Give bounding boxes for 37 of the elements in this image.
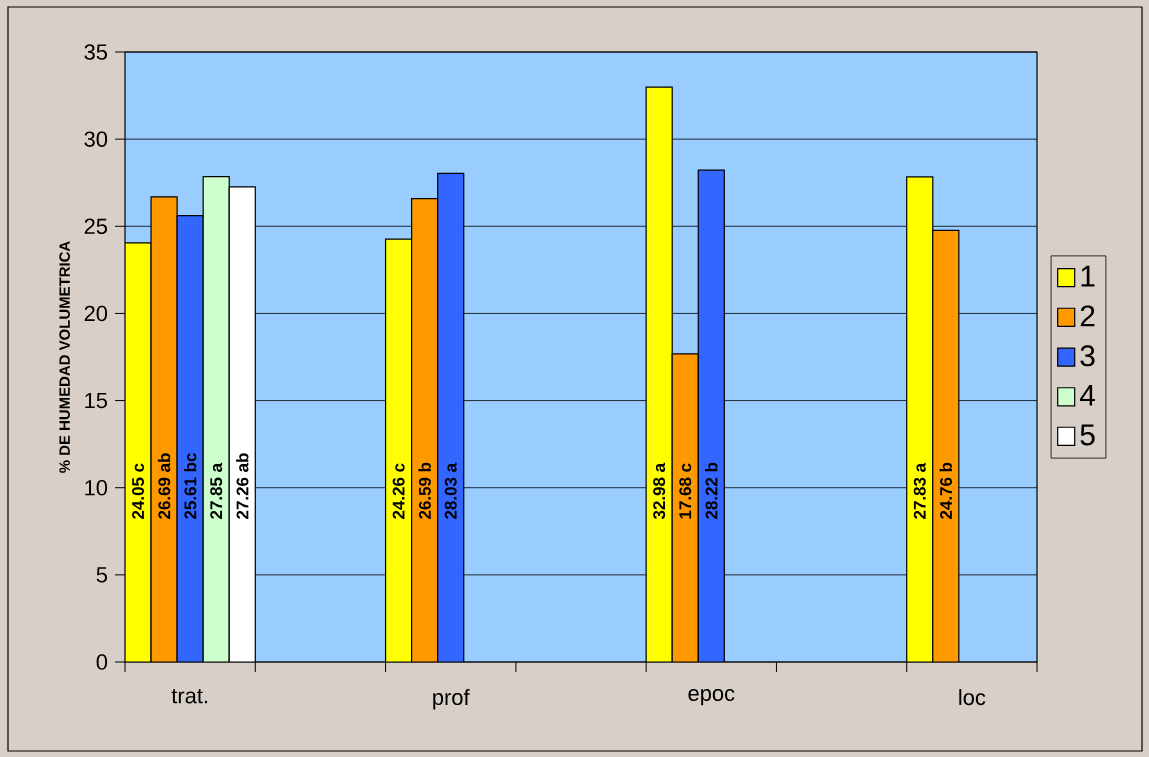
data-label: 27.85 a	[210, 462, 223, 519]
y-tick-label: 5	[96, 567, 108, 583]
data-label: 24.26 c	[392, 463, 405, 519]
bar	[437, 172, 465, 662]
y-tick-label: 30	[84, 131, 108, 147]
data-label: 26.59 b	[418, 462, 431, 519]
y-tick-label: 20	[84, 305, 108, 322]
data-label: 24.76 b	[939, 462, 953, 519]
y-axis-title: % DE HUMEDAD VOLUMETRICA	[59, 241, 70, 473]
x-tick-label: loc	[959, 689, 986, 706]
legend-label: 5	[1080, 424, 1095, 446]
legend-label: 4	[1079, 385, 1096, 406]
data-label: 25.61 bc	[183, 453, 197, 519]
data-label: 24.05 c	[132, 463, 145, 519]
y-tick-label: 0	[96, 654, 108, 670]
data-label: 27.83 a	[913, 462, 926, 519]
data-label: 32.98 a	[653, 462, 666, 520]
x-tick-label: prof	[433, 689, 470, 710]
y-tick-label: 25	[84, 218, 108, 235]
legend-label: 3	[1080, 345, 1095, 367]
data-label: 26.69 ab	[157, 453, 171, 519]
bar	[671, 353, 699, 662]
bar	[176, 215, 204, 662]
y-tick-label: 35	[84, 44, 108, 60]
x-tick-label: trat.	[171, 689, 208, 704]
bar	[697, 169, 725, 662]
x-tick-label: epoc	[688, 689, 735, 706]
y-tick-label: 15	[85, 392, 108, 409]
data-label: 28.22 b	[705, 462, 718, 519]
legend-label: 2	[1080, 305, 1095, 327]
data-label: 28.03 a	[444, 462, 457, 519]
bar	[932, 229, 960, 662]
data-label: 17.68 c	[679, 463, 692, 519]
legend-label: 1	[1081, 265, 1095, 287]
bar	[411, 197, 439, 662]
data-label: 27.26 ab	[236, 453, 249, 519]
y-tick-label: 10	[85, 479, 108, 496]
